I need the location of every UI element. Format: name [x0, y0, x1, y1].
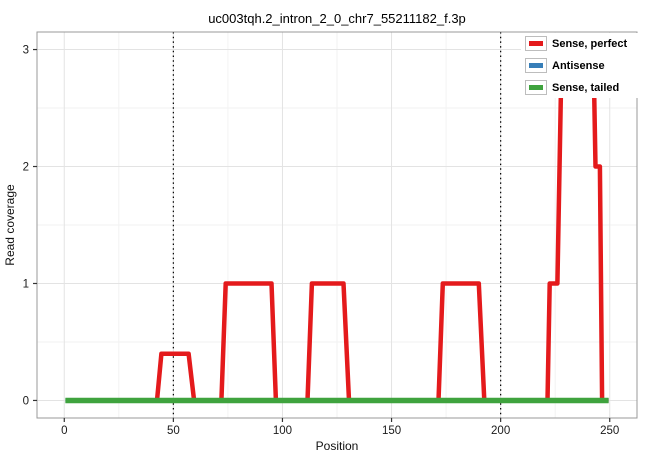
legend-color-swatch — [529, 41, 543, 46]
legend-label: Sense, tailed — [552, 81, 620, 94]
legend-key-icon — [525, 36, 547, 51]
y-tick-label: 1 — [23, 278, 29, 290]
x-tick-label: 50 — [167, 425, 180, 437]
x-tick-label: 150 — [382, 425, 401, 437]
x-tick-label: 250 — [600, 425, 619, 437]
x-tick-label: 0 — [61, 425, 67, 437]
legend-label: Antisense — [552, 59, 605, 72]
legend-item: Antisense — [525, 57, 645, 74]
y-tick-label: 3 — [23, 45, 29, 57]
x-tick-label: 200 — [491, 425, 510, 437]
y-tick-label: 2 — [23, 162, 29, 174]
legend-item: Sense, perfect — [525, 35, 645, 52]
legend-item: Sense, tailed — [525, 79, 645, 96]
x-axis-title: Position — [315, 439, 359, 453]
legend-color-swatch — [529, 85, 543, 90]
legend-label: Sense, perfect — [552, 37, 628, 50]
plot-title: uc003tqh.2_intron_2_0_chr7_55211182_f.3p — [208, 11, 466, 26]
panel-border — [36, 31, 638, 419]
y-tick-label: 0 — [23, 395, 29, 407]
legend-key-icon — [525, 58, 547, 73]
x-tick-label: 100 — [273, 425, 292, 437]
legend: Sense, perfect Antisense Sense, tailed — [521, 33, 645, 98]
legend-key-icon — [525, 80, 547, 95]
legend-color-swatch — [529, 63, 543, 68]
